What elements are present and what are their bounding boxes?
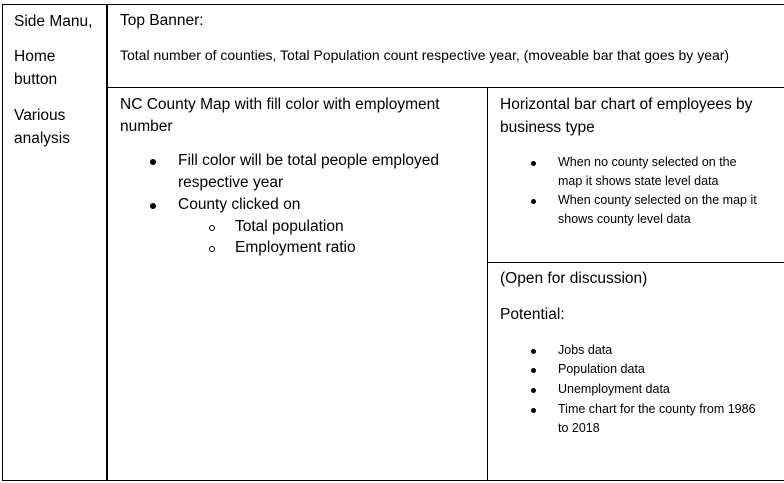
discussion-bullet-jobs: Jobs data — [558, 343, 613, 357]
discussion-bullet-population: Population data — [558, 362, 645, 376]
map-bullet-county-clicked: County clicked on — [178, 196, 301, 213]
discussion-panel: (Open for discussion) Potential: Jobs da… — [488, 263, 784, 480]
bar-chart-panel: Horizontal bar chart of employees by bus… — [488, 88, 784, 262]
bar-chart-bullet-county-selected: When county selected on the map it — [558, 193, 757, 207]
bullet-icon — [531, 161, 536, 166]
discussion-bullet-time-chart-line2: to 2018 — [558, 421, 600, 435]
right-panel-divider — [487, 262, 784, 263]
home-button-label[interactable]: button — [14, 71, 58, 88]
outer-border-top — [2, 4, 784, 5]
various-analysis-link[interactable]: Various — [14, 107, 66, 124]
bar-chart-bullet-no-county: When no county selected on the — [558, 155, 737, 169]
outer-border-left — [2, 4, 3, 481]
map-sub-bullet-employment-ratio: Employment ratio — [235, 239, 356, 256]
discussion-bullet-time-chart: Time chart for the county from 1986 — [558, 402, 756, 416]
map-panel: NC County Map with fill color with emplo… — [108, 88, 487, 480]
side-menu-title: Side Manu, — [14, 13, 93, 30]
bar-chart-panel-title: Horizontal bar chart of employees by — [500, 96, 753, 113]
bar-chart-panel-title-line2: business type — [500, 119, 595, 136]
outer-border-bottom — [2, 480, 784, 481]
sub-bullet-icon — [209, 225, 215, 231]
discussion-bullet-unemployment: Unemployment data — [558, 382, 670, 396]
map-bullet-fill-color: Fill color will be total people employed — [178, 152, 440, 169]
top-banner-description: Total number of counties, Total Populati… — [120, 47, 730, 63]
sub-bullet-icon — [209, 246, 215, 252]
various-analysis-label[interactable]: analysis — [14, 130, 70, 147]
discussion-panel-title: (Open for discussion) — [500, 270, 648, 287]
top-banner: Top Banner: Total number of counties, To… — [108, 5, 784, 87]
map-panel-title-line2: number — [120, 118, 173, 135]
bullet-icon — [150, 159, 156, 165]
bullet-icon — [531, 349, 536, 354]
map-panel-title: NC County Map with fill color with emplo… — [120, 96, 440, 113]
banner-divider — [107, 87, 784, 88]
bullet-icon — [531, 199, 536, 204]
side-menu-divider — [106, 4, 108, 481]
bullet-icon — [531, 408, 536, 413]
bar-chart-bullet-no-county-line2: map it shows state level data — [558, 174, 719, 188]
bullet-icon — [531, 388, 536, 393]
side-menu: Side Manu, Home button Various analysis — [3, 5, 106, 480]
discussion-panel-subtitle: Potential: — [500, 306, 565, 323]
bar-chart-bullet-county-selected-line2: shows county level data — [558, 212, 691, 226]
home-button[interactable]: Home — [14, 48, 56, 65]
top-banner-title: Top Banner: — [120, 12, 204, 29]
map-sub-bullet-total-population: Total population — [235, 218, 344, 235]
map-divider — [487, 87, 488, 481]
map-bullet-fill-color-line2: respective year — [178, 174, 284, 191]
bullet-icon — [150, 203, 156, 209]
bullet-icon — [531, 368, 536, 373]
